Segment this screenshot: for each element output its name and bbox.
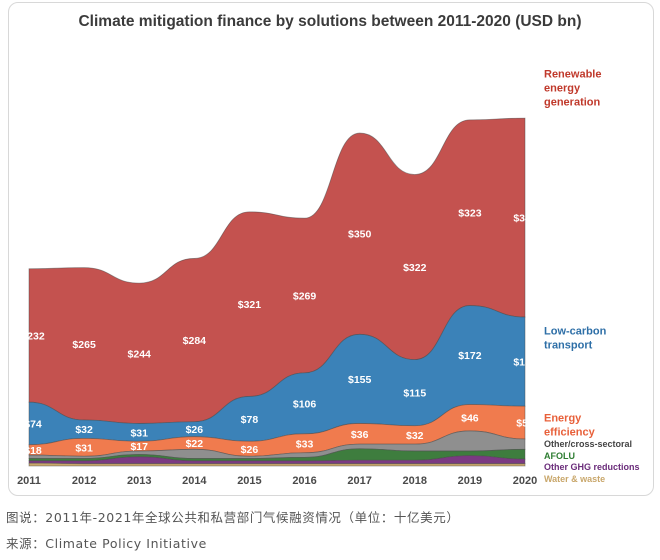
value-label-energy-efficiency-2011: $18 (24, 445, 42, 457)
value-label-renewable-energy-generation-2013: $244 (128, 348, 152, 360)
value-label-renewable-energy-generation-2015: $321 (238, 299, 262, 311)
value-label-renewable-energy-generation-2011: $232 (21, 330, 45, 342)
value-label-renewable-energy-generation-2017: $350 (348, 229, 372, 241)
value-label-low-carbon-transport-2019: $172 (458, 350, 482, 362)
x-tick-label-2014: 2014 (182, 475, 207, 487)
legend-low-carbon-transport: Low-carbon transport (544, 326, 607, 352)
legend-other-ghg-reductions: Other GHG reductions (544, 462, 640, 472)
value-label-energy-efficiency-2019: $46 (461, 413, 479, 425)
legend-energy-efficiency: Energy efficiency (544, 413, 596, 439)
value-label-energy-efficiency-2013: $17 (130, 441, 148, 453)
value-label-low-carbon-transport-2014: $26 (186, 424, 204, 436)
value-label-low-carbon-transport-2011: $74 (24, 418, 42, 430)
x-tick-label-2019: 2019 (458, 475, 482, 487)
x-tick-label-2018: 2018 (403, 475, 427, 487)
x-tick-label-2016: 2016 (292, 475, 316, 487)
value-labels: $18 $31 $17 $22 $26 $33 $36 $32 $46 $57 $74 $32 $31 $… (21, 208, 537, 457)
value-label-energy-efficiency-2018: $32 (406, 430, 424, 442)
value-label-renewable-energy-generation-2012: $265 (72, 339, 96, 351)
value-label-renewable-energy-generation-2018: $322 (403, 262, 427, 274)
value-label-energy-efficiency-2020: $57 (516, 418, 534, 430)
value-label-renewable-energy-generation-2014: $284 (183, 335, 207, 347)
x-tick-label-2020: 2020 (513, 475, 537, 487)
legend-afolu: AFOLU (544, 451, 575, 461)
x-tick-label-2012: 2012 (72, 475, 96, 487)
chart-title: Climate mitigation finance by solutions … (78, 13, 582, 30)
value-label-renewable-energy-generation-2016: $269 (293, 291, 317, 303)
figure-caption: 图说：2011年-2021年全球公共和私营部门气候融资情况（单位：十亿美元） (6, 510, 460, 525)
legend-other-cross-sectoral: Other/cross-sectoral (544, 439, 632, 449)
legend-renewable-energy-generation: Renewable energy generation (544, 69, 601, 109)
value-label-energy-efficiency-2012: $31 (75, 442, 93, 454)
x-axis: 2011 2012 2013 2014 2015 2016 2017 2018 2019 2020 (17, 475, 537, 487)
value-label-renewable-energy-generation-2019: $323 (458, 208, 482, 220)
value-label-low-carbon-transport-2020: $155 (513, 357, 537, 369)
value-label-low-carbon-transport-2016: $106 (293, 398, 317, 410)
value-label-renewable-energy-generation-2020: $346 (513, 213, 537, 225)
x-tick-label-2015: 2015 (237, 475, 261, 487)
x-tick-label-2011: 2011 (17, 475, 41, 487)
legend: Renewable energy generation Low-carbon trans… (544, 69, 640, 484)
value-label-energy-efficiency-2014: $22 (186, 438, 204, 450)
x-tick-label-2017: 2017 (347, 475, 371, 487)
figure-source: 来源：Climate Policy Initiative (6, 536, 207, 551)
area-layers (28, 117, 526, 467)
area-water-waste (28, 462, 526, 467)
value-label-low-carbon-transport-2015: $78 (241, 414, 259, 426)
value-label-low-carbon-transport-2018: $115 (403, 388, 426, 400)
value-label-energy-efficiency-2015: $26 (241, 444, 259, 456)
legend-water-waste: Water & waste (544, 474, 605, 484)
value-label-low-carbon-transport-2012: $32 (75, 424, 93, 436)
value-label-energy-efficiency-2016: $33 (296, 438, 314, 450)
x-tick-label-2013: 2013 (127, 475, 151, 487)
value-label-energy-efficiency-2017: $36 (351, 429, 369, 441)
value-label-low-carbon-transport-2017: $155 (348, 374, 372, 386)
stacked-area-chart: $18 $31 $17 $22 $26 $33 $36 $32 $46 $57 $74 $32 $31 $… (17, 69, 640, 487)
value-label-low-carbon-transport-2013: $31 (130, 427, 148, 439)
